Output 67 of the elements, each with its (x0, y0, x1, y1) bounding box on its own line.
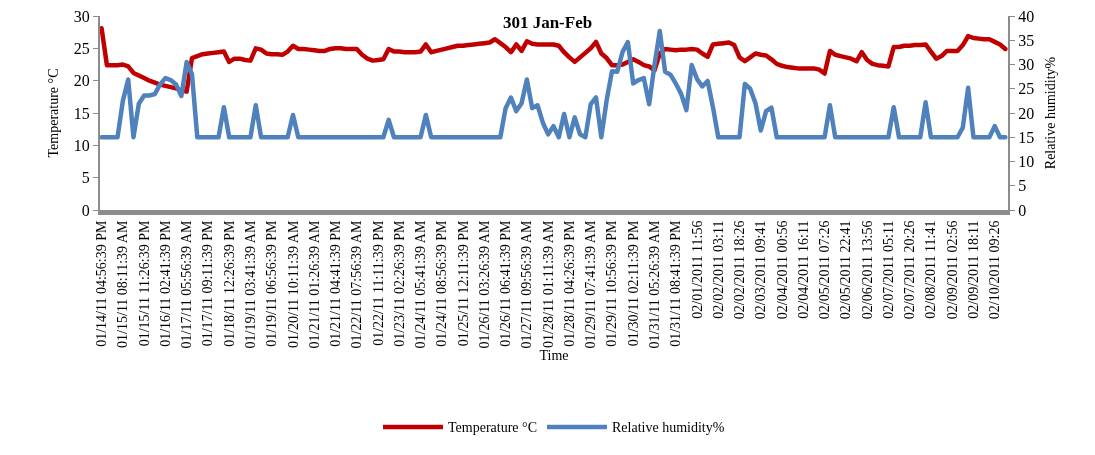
line-series (100, 26, 1008, 94)
y2-axis-title: Relative humidity% (1043, 56, 1058, 170)
y-tick-label: 5 (81, 169, 90, 187)
y2-tick-label: 5 (1018, 177, 1027, 195)
x-tick-label: 01/29/11 10:56:39 PM (604, 220, 620, 347)
x-tick-label: 01/19/11 03:41:39 AM (243, 220, 258, 349)
legend-label: Relative humidity% (611, 420, 725, 436)
y2-tick-label: 15 (1018, 128, 1035, 146)
y-axis-title: Temperature °C (45, 68, 61, 158)
chart-title: 301 Jan-Feb (502, 12, 593, 32)
y2-tick-label: 20 (1018, 104, 1035, 122)
x-tick-label: 01/24/11 05:41:39 AM (413, 220, 429, 349)
x-tick-label: 02/07/2011 05:11 (880, 220, 896, 319)
x-tick-label: 02/09/2011 02:56 (944, 220, 960, 320)
x-tick-label: 02/04/2011 16:11 (795, 220, 811, 319)
x-tick-label: 01/20/11 10:11:39 AM (285, 220, 301, 348)
x-tick-label: 02/05/2011 07:26 (817, 220, 833, 320)
y2-tick-label: 10 (1018, 153, 1035, 171)
x-tick-label: 02/07/2011 20:26 (902, 220, 918, 320)
x-tick-label: 01/25/11 12:11:39 PM (455, 220, 471, 347)
y2-tick-label: 0 (1018, 201, 1027, 219)
x-tick-label: 01/18/11 12:26:39 PM (221, 220, 237, 347)
x-tick-label: 01/24/11 08:56:39 PM (434, 220, 450, 347)
x-tick-label: 02/02/2011 03:11 (710, 220, 726, 319)
y-tick-label: 15 (73, 104, 90, 122)
y-tick-label: 25 (73, 39, 90, 57)
x-tick-label: 01/14/11 04:56:39 PM (94, 220, 110, 347)
y-tick-label: 30 (73, 7, 90, 25)
x-tick-label: 01/17/11 05:56:39 AM (179, 220, 195, 349)
x-tick-label: 01/21/11 04:41:39 PM (328, 220, 344, 347)
x-tick-label: 02/08/2011 11:41 (923, 220, 939, 319)
x-tick-label: 02/06/2011 13:56 (859, 220, 875, 320)
x-tick-label: 01/15/11 11:26:39 PM (136, 220, 152, 347)
x-tick-label: 01/19/11 06:56:39 PM (264, 220, 280, 347)
y-tick-label: 0 (81, 201, 90, 219)
line-series (100, 28, 1008, 140)
x-tick-label: 01/27/11 09:56:39 AM (519, 220, 535, 349)
y-tick-label: 10 (73, 136, 90, 154)
y-tick-label: 20 (73, 72, 90, 90)
x-tick-label: 02/03/2011 09:41 (753, 220, 769, 320)
y2-tick-label: 40 (1018, 7, 1035, 25)
y2-tick-label: 30 (1018, 56, 1035, 74)
x-tick-label: 02/01/2011 11:56 (689, 220, 705, 319)
x-tick-label: 01/31/11 05:26:39 AM (647, 220, 663, 349)
x-tick-label: 01/31/11 08:41:39 PM (668, 220, 684, 347)
x-tick-label: 01/29/11 07:41:39 AM (583, 220, 599, 349)
x-tick-label: 01/30/11 02:11:39 PM (625, 220, 641, 347)
y2-tick-label: 25 (1018, 80, 1035, 98)
x-tick-label: 02/04/2011 00:56 (774, 220, 790, 320)
y2-tick-label: 35 (1018, 31, 1035, 49)
x-tick-label: 01/28/11 01:11:39 AM (540, 220, 556, 348)
x-tick-label: 02/05/2011 22:41 (838, 220, 854, 320)
x-tick-label: 02/09/2011 18:11 (965, 220, 981, 319)
x-tick-label: 01/22/11 07:56:39 AM (349, 220, 365, 349)
x-axis-title: Time (539, 347, 569, 363)
x-tick-label: 01/15/11 08:11:39 AM (115, 220, 131, 348)
x-tick-label: 02/02/2011 18:26 (732, 220, 748, 320)
x-tick-label: 01/26/11 06:41:39 PM (498, 220, 514, 347)
x-tick-label: 02/10/2011 09:26 (987, 220, 1003, 320)
x-tick-label: 01/16/11 02:41:39 PM (157, 220, 173, 347)
x-tick-label: 01/23/11 02:26:39 PM (391, 220, 407, 347)
x-tick-label: 01/21/11 01:26:39 AM (306, 220, 322, 349)
legend-label: Temperature °C (448, 420, 537, 436)
x-tick-label: 01/22/11 11:11:39 PM (370, 220, 386, 346)
x-tick-label: 01/28/11 04:26:39 PM (561, 220, 577, 347)
x-tick-label: 01/17/11 09:11:39 PM (200, 220, 216, 347)
x-tick-label: 01/26/11 03:26:39 AM (476, 220, 492, 349)
